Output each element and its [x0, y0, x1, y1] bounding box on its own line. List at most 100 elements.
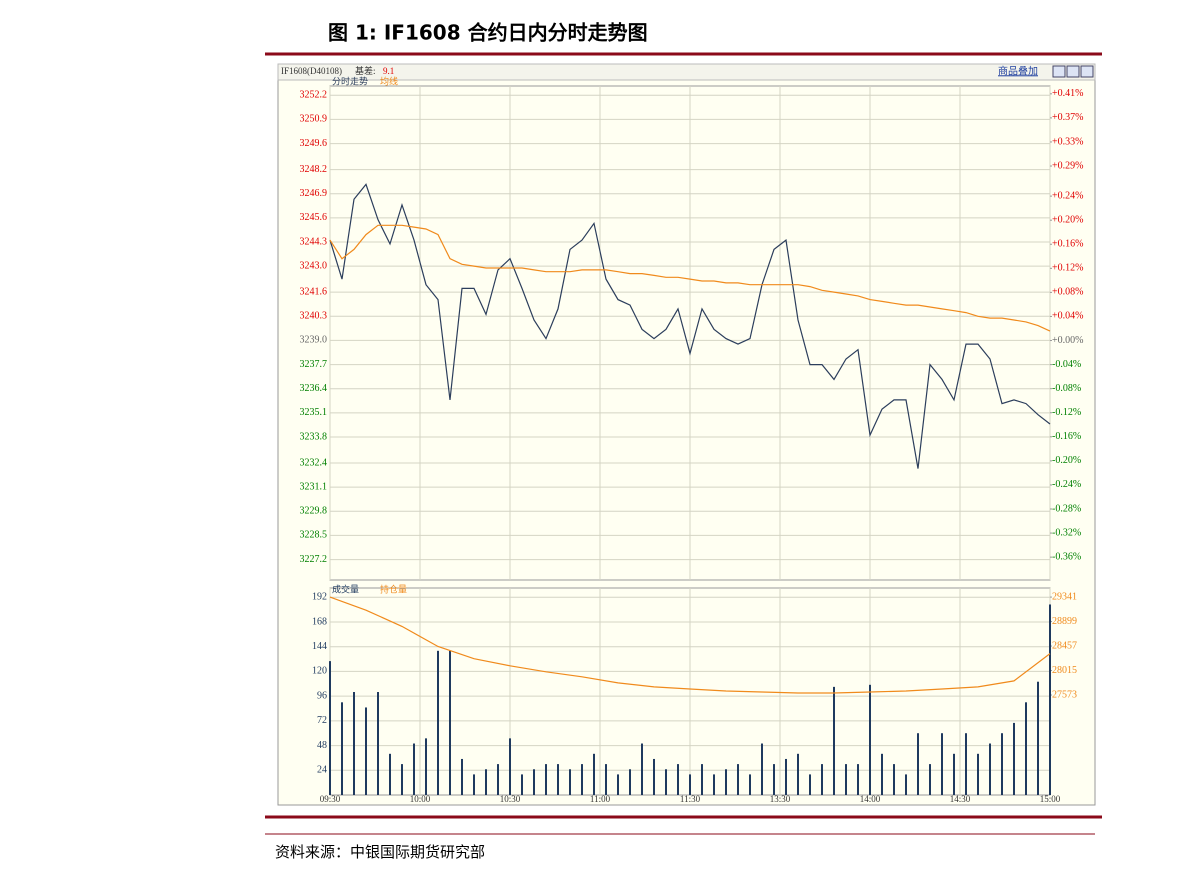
volume-bar — [893, 764, 895, 795]
y2-tick-label: -0.08% — [1052, 383, 1081, 394]
x-tick-label: 10:00 — [410, 794, 431, 804]
legend-entry: 分时走势 — [332, 76, 368, 88]
y2-tick-label: -0.24% — [1052, 479, 1081, 490]
y2-tick-label: +0.29% — [1052, 160, 1083, 171]
volume-bar — [437, 650, 439, 795]
y-tick-label: 120 — [312, 666, 327, 677]
volume-bar — [581, 764, 583, 795]
volume-bar — [797, 753, 799, 795]
y-tick-label: 3236.4 — [300, 383, 328, 394]
series-line — [329, 224, 1051, 332]
y2-tick-label: +0.12% — [1052, 263, 1083, 274]
chart-frame — [277, 63, 1096, 806]
y-tick-label: 3232.4 — [300, 457, 328, 468]
y-tick-label: 3244.3 — [300, 236, 328, 247]
y2-tick-label: +0.04% — [1052, 311, 1083, 322]
volume-bar — [749, 774, 751, 795]
y-tick-label: 3233.8 — [300, 431, 328, 442]
x-tick-label: 14:30 — [950, 794, 971, 804]
volume-bar — [449, 650, 451, 795]
y2-tick-label: +0.33% — [1052, 136, 1083, 147]
y2-tick-label: +0.41% — [1052, 88, 1083, 99]
y-tick-label: 3248.2 — [300, 164, 328, 175]
volume-bar — [329, 661, 331, 795]
volume-bar — [809, 774, 811, 795]
volume-bar — [1025, 702, 1027, 795]
volume-bar — [1037, 681, 1039, 795]
volume-bar — [833, 686, 835, 795]
volume-bar — [713, 774, 715, 795]
volume-bar — [425, 738, 427, 795]
y-tick-label: 3231.1 — [300, 481, 328, 492]
volume-bar — [617, 774, 619, 795]
y-tick-label: 48 — [317, 740, 327, 751]
y-tick-label: 3235.1 — [300, 407, 328, 418]
volume-bar — [473, 774, 475, 795]
y-tick-label: 72 — [317, 715, 327, 726]
volume-bar — [677, 764, 679, 795]
volume-bar — [857, 764, 859, 795]
series-line — [329, 183, 1051, 469]
legend-entry: 成交量 — [332, 584, 359, 596]
figure-title: 图 1: IF1608 合约日内分时走势图 — [328, 21, 648, 45]
volume-bar — [845, 764, 847, 795]
volume-bar — [965, 733, 967, 795]
y2-tick-label: +0.08% — [1052, 287, 1083, 298]
y2-tick-label: +0.16% — [1052, 239, 1083, 250]
volume-bar — [929, 764, 931, 795]
legend-entry: 持仓量 — [380, 584, 407, 596]
volume-bar — [665, 769, 667, 795]
volume-bar — [1013, 722, 1015, 795]
header-strip — [277, 63, 1096, 81]
x-tick-label: 15:00 — [1040, 794, 1061, 804]
y2-tick-label: +0.00% — [1052, 335, 1083, 346]
toolbar-icon[interactable] — [1066, 65, 1080, 78]
y-tick-label: 168 — [312, 616, 327, 627]
y2-tick-label: 28899 — [1052, 616, 1077, 627]
volume-bar — [881, 753, 883, 795]
y-tick-label: 144 — [312, 641, 327, 652]
x-tick-label: 11:30 — [680, 794, 701, 804]
volume-bar — [341, 702, 343, 795]
volume-bar — [557, 764, 559, 795]
volume-bar — [1049, 604, 1051, 795]
x-tick-label: 14:00 — [860, 794, 881, 804]
y2-tick-label: -0.32% — [1052, 527, 1081, 538]
volume-bar — [377, 692, 379, 795]
volume-bar — [1001, 733, 1003, 795]
y-tick-label: 3239.0 — [300, 335, 328, 346]
source-note: 资料来源：中银国际期货研究部 — [275, 843, 485, 861]
y2-tick-label: +0.24% — [1052, 190, 1083, 201]
volume-bar — [353, 692, 355, 795]
volume-bar — [521, 774, 523, 795]
y-tick-label: 3229.8 — [300, 506, 328, 517]
x-tick-label: 09:30 — [320, 794, 341, 804]
y-tick-label: 3241.6 — [300, 286, 328, 297]
volume-bar — [989, 743, 991, 795]
instrument: IF1608(D40108) — [281, 66, 342, 76]
y2-tick-label: 28457 — [1052, 640, 1077, 651]
volume-bar — [461, 758, 463, 795]
y2-tick-label: 29341 — [1052, 591, 1077, 602]
volume-bar — [653, 758, 655, 795]
volume-bar — [569, 769, 571, 795]
volume-bar — [497, 764, 499, 795]
y-tick-label: 3227.2 — [300, 554, 328, 565]
volume-bar — [545, 764, 547, 795]
volume-bar — [737, 764, 739, 795]
y-tick-label: 3245.6 — [300, 212, 328, 223]
toolbar-icon[interactable] — [1080, 65, 1094, 78]
y-tick-label: 3249.6 — [300, 138, 328, 149]
volume-bar — [509, 738, 511, 795]
volume-bar — [977, 753, 979, 795]
volume-bar — [953, 753, 955, 795]
y-tick-label: 192 — [312, 592, 327, 603]
x-tick-label: 11:00 — [590, 794, 611, 804]
y2-tick-label: +0.37% — [1052, 112, 1083, 123]
volume-bar — [413, 743, 415, 795]
y2-tick-label: -0.28% — [1052, 503, 1081, 514]
toolbar-icon[interactable] — [1052, 65, 1066, 78]
overlay-button[interactable]: 商品叠加 — [998, 64, 1038, 77]
